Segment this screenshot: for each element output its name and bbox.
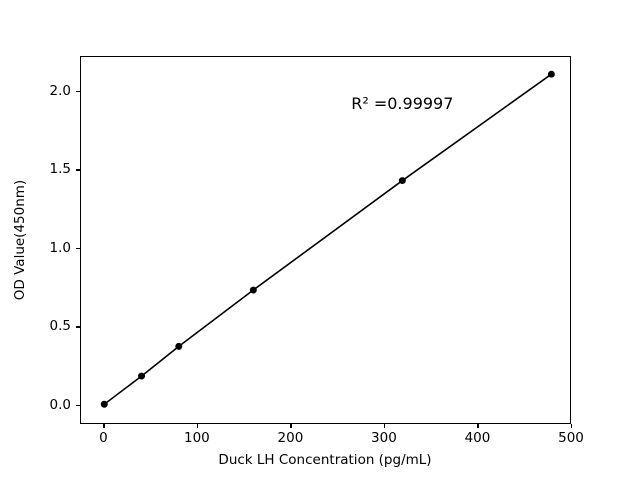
y-tick-label: 1.0 bbox=[49, 239, 71, 256]
plot-area bbox=[80, 56, 571, 424]
data-point-marker bbox=[249, 286, 257, 294]
series-line-standard-curve bbox=[103, 73, 553, 406]
x-tick-label: 0 bbox=[99, 430, 108, 446]
x-tick-label: 100 bbox=[184, 430, 210, 446]
y-tick-label: 2.0 bbox=[49, 82, 71, 99]
x-tick-mark bbox=[196, 424, 199, 428]
data-point-marker bbox=[100, 400, 108, 408]
data-point-marker bbox=[547, 70, 555, 78]
y-tick-mark bbox=[76, 90, 80, 92]
y-tick-mark bbox=[76, 326, 80, 328]
x-axis-label: Duck LH Concentration (pg/mL) bbox=[218, 452, 432, 468]
data-point-marker bbox=[138, 372, 146, 380]
y-tick-mark bbox=[76, 247, 80, 250]
x-tick-label: 200 bbox=[277, 430, 304, 446]
y-tick-mark bbox=[76, 405, 80, 407]
x-tick-label: 300 bbox=[371, 430, 397, 446]
x-tick-label: 400 bbox=[464, 430, 491, 446]
x-tick-mark bbox=[290, 424, 292, 428]
chart-series-svg bbox=[100, 70, 555, 408]
series-markers-standard-curve bbox=[100, 70, 555, 408]
data-point-marker bbox=[398, 177, 406, 185]
x-tick-mark bbox=[383, 424, 386, 428]
r-squared-annotation: R² =0.99997 bbox=[351, 93, 454, 113]
y-tick-label: 0.5 bbox=[49, 318, 71, 335]
y-tick-mark bbox=[76, 169, 80, 171]
x-tick-mark bbox=[103, 424, 105, 428]
x-tick-mark bbox=[571, 424, 573, 428]
y-tick-label: 1.5 bbox=[49, 161, 71, 178]
data-point-marker bbox=[175, 342, 183, 350]
y-axis-label: OD Value(450nm) bbox=[12, 179, 28, 301]
x-tick-mark bbox=[477, 424, 479, 428]
y-tick-label: 0.0 bbox=[49, 397, 71, 414]
x-tick-label: 500 bbox=[558, 430, 584, 446]
